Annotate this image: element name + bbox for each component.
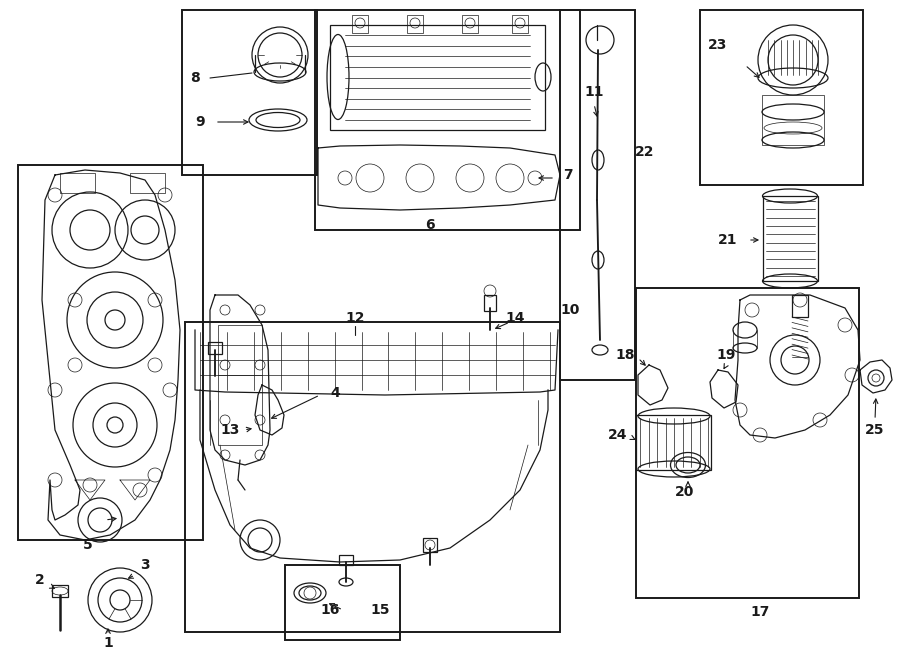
Bar [352,15,368,33]
Bar [407,15,423,33]
Bar [484,295,496,311]
Bar [18,165,203,540]
Bar [52,585,68,597]
Bar [512,15,528,33]
Text: 17: 17 [751,605,770,619]
Text: 5: 5 [83,538,93,552]
Bar [462,15,478,33]
Text: 19: 19 [716,348,735,362]
Bar [339,555,353,565]
Text: 7: 7 [563,168,572,182]
Bar [182,10,317,175]
Bar [60,173,95,193]
Bar [285,565,400,640]
Text: 8: 8 [190,71,200,85]
Text: 10: 10 [561,303,580,317]
Text: 3: 3 [140,558,149,572]
Bar [636,288,859,598]
Bar [700,10,863,185]
Text: 6: 6 [425,218,435,232]
Text: 1: 1 [104,636,112,650]
Text: 22: 22 [635,145,655,159]
Text: 2: 2 [35,573,45,587]
Text: 12: 12 [346,311,365,325]
Bar [560,10,635,380]
Text: 4: 4 [330,386,340,400]
Bar [423,538,437,552]
Bar [185,322,560,632]
Text: 21: 21 [718,233,738,247]
Text: 9: 9 [195,115,205,129]
Bar [763,196,818,281]
Bar [792,295,808,317]
Text: 24: 24 [608,428,628,442]
Text: 25: 25 [865,423,885,437]
Bar [218,325,262,445]
Text: 11: 11 [584,85,604,99]
Text: 15: 15 [370,603,390,617]
Text: 16: 16 [320,603,339,617]
Bar [208,342,222,354]
Text: 20: 20 [675,485,695,499]
Text: 23: 23 [708,38,728,52]
Text: 14: 14 [505,311,525,325]
Bar [315,10,580,230]
Bar [130,173,165,193]
Text: 13: 13 [220,423,239,437]
Bar [330,25,545,130]
Bar [636,415,711,470]
Text: 18: 18 [616,348,634,362]
Bar [762,95,824,145]
